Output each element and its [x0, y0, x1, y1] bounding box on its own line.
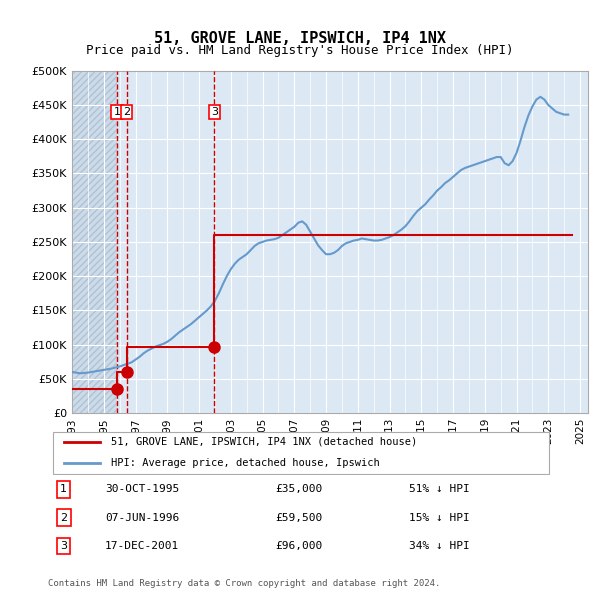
Text: 2: 2 [123, 107, 130, 117]
Text: 1: 1 [113, 107, 121, 117]
Text: 1: 1 [60, 484, 67, 494]
Text: Contains HM Land Registry data © Crown copyright and database right 2024.
This d: Contains HM Land Registry data © Crown c… [48, 579, 440, 590]
Text: 51, GROVE LANE, IPSWICH, IP4 1NX (detached house): 51, GROVE LANE, IPSWICH, IP4 1NX (detach… [110, 437, 417, 447]
FancyBboxPatch shape [53, 432, 549, 474]
Text: 17-DEC-2001: 17-DEC-2001 [105, 541, 179, 551]
Text: £96,000: £96,000 [275, 541, 322, 551]
Text: £59,500: £59,500 [275, 513, 322, 523]
Text: 3: 3 [60, 541, 67, 551]
Text: 34% ↓ HPI: 34% ↓ HPI [409, 541, 470, 551]
Text: HPI: Average price, detached house, Ipswich: HPI: Average price, detached house, Ipsw… [110, 458, 379, 467]
Text: £35,000: £35,000 [275, 484, 322, 494]
Text: Price paid vs. HM Land Registry's House Price Index (HPI): Price paid vs. HM Land Registry's House … [86, 44, 514, 57]
Bar [72, 71, 117, 413]
Text: 07-JUN-1996: 07-JUN-1996 [105, 513, 179, 523]
Text: 3: 3 [211, 107, 218, 117]
Text: 2: 2 [60, 513, 67, 523]
Text: 15% ↓ HPI: 15% ↓ HPI [409, 513, 470, 523]
Text: 51% ↓ HPI: 51% ↓ HPI [409, 484, 470, 494]
Text: 51, GROVE LANE, IPSWICH, IP4 1NX: 51, GROVE LANE, IPSWICH, IP4 1NX [154, 31, 446, 46]
Text: 30-OCT-1995: 30-OCT-1995 [105, 484, 179, 494]
